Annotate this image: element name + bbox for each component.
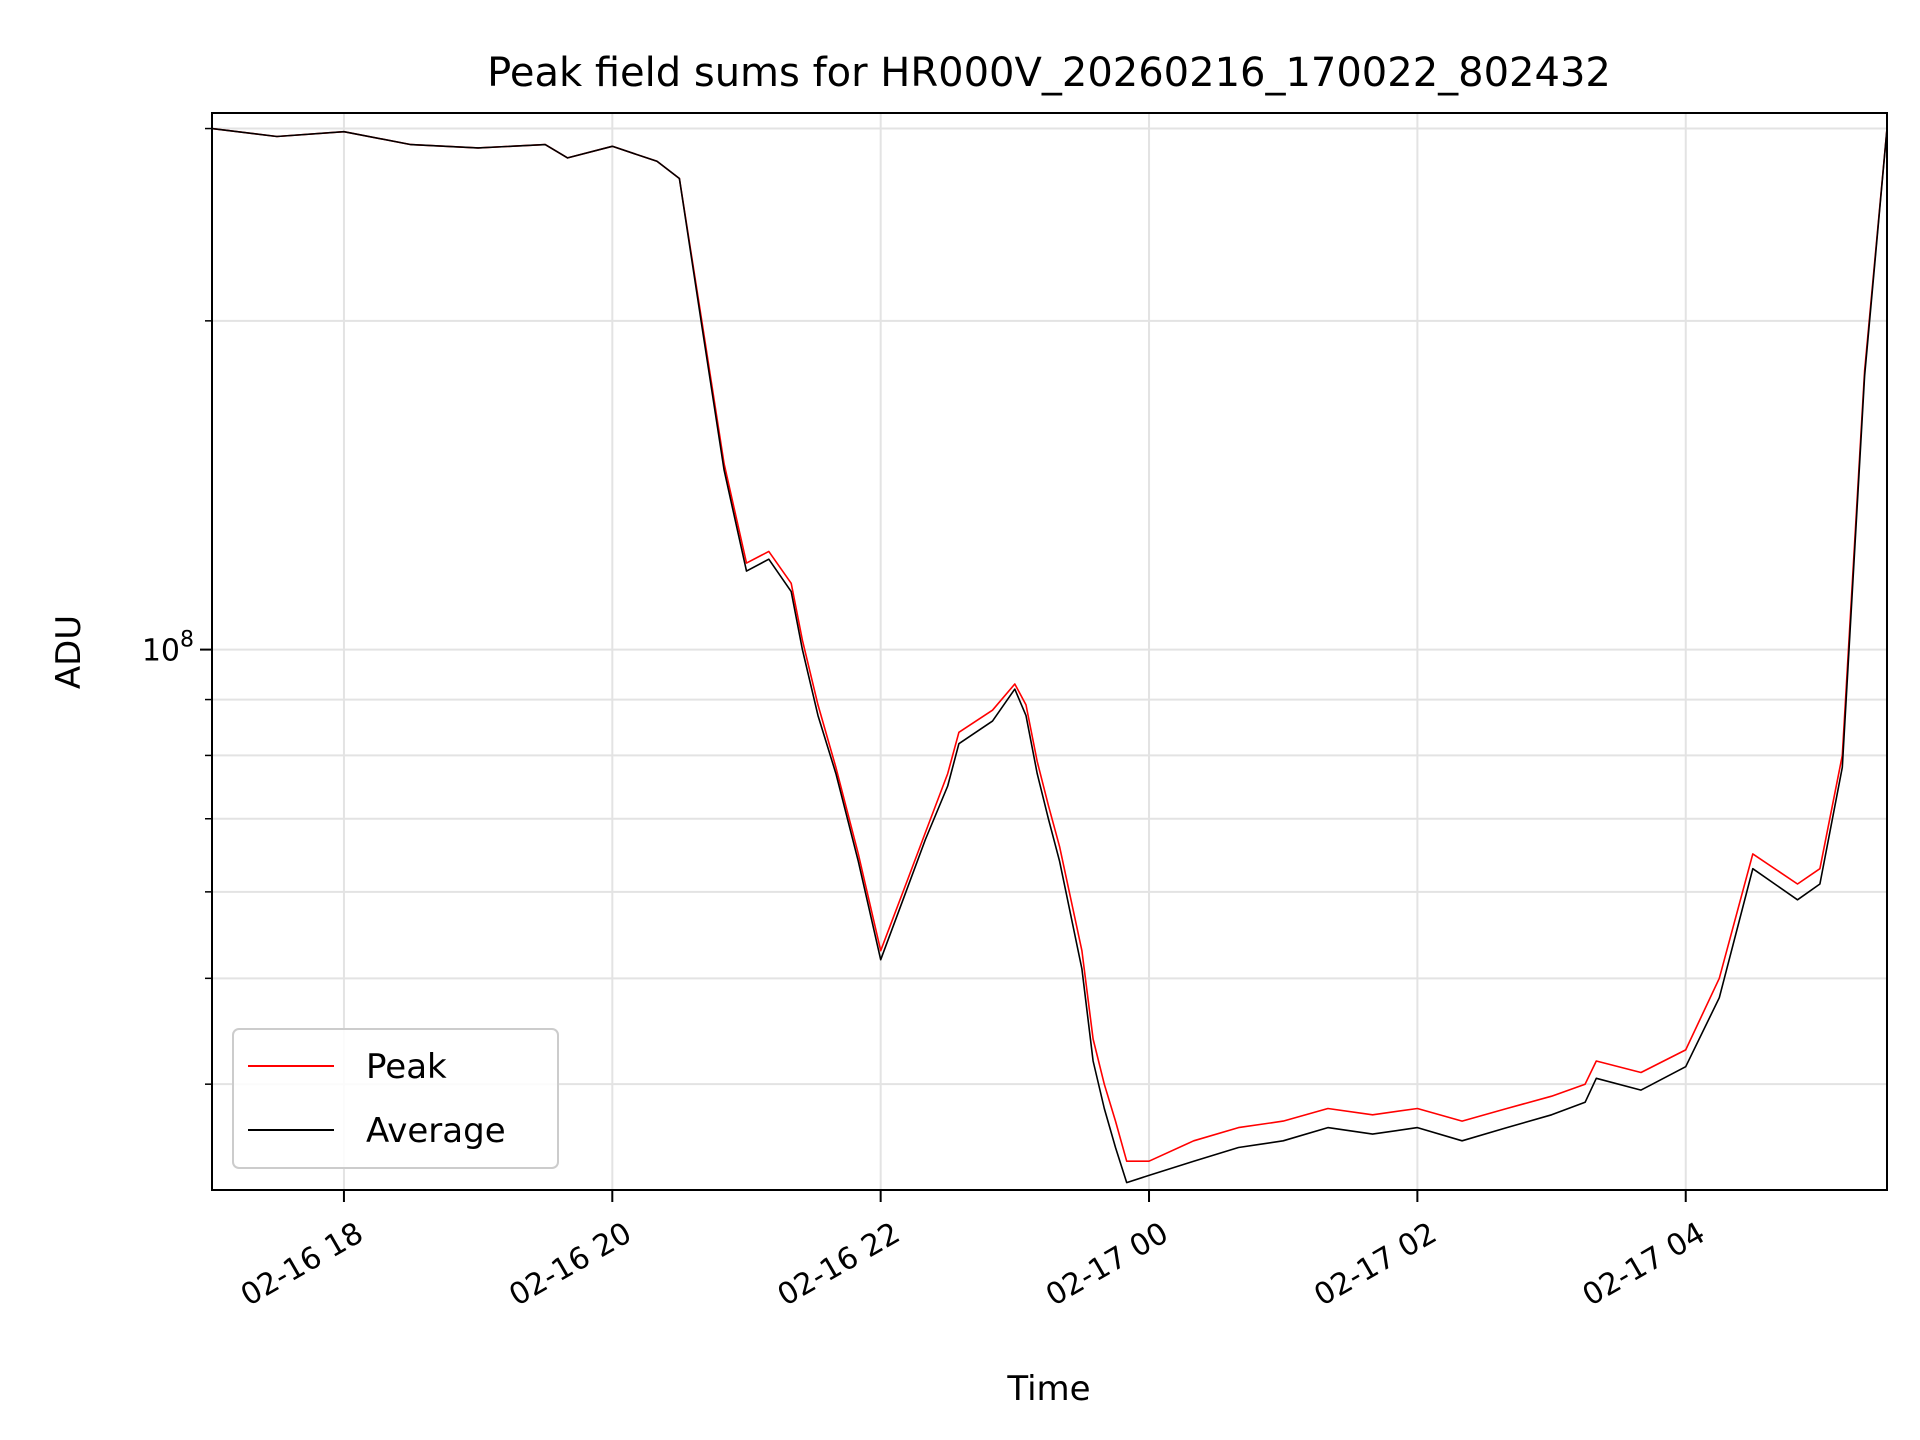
plot-frame [211,112,1888,1191]
legend-box [232,1028,559,1169]
legend-label-peak: Peak [366,1047,447,1087]
y-axis-label: ADU [49,615,89,689]
x-axis-label: Time [1006,1369,1090,1409]
y-tick-label: 108 [142,628,194,669]
series-line-average [211,127,1888,1184]
grid-lines [212,113,1887,1190]
y-axis-ticks: 108 [142,127,212,1085]
series-lines [211,127,1888,1184]
legend-label-average: Average [366,1111,506,1151]
chart-title: Peak field sums for HR000V_20260216_1700… [487,50,1611,96]
legend: Peak Average [232,1028,559,1169]
